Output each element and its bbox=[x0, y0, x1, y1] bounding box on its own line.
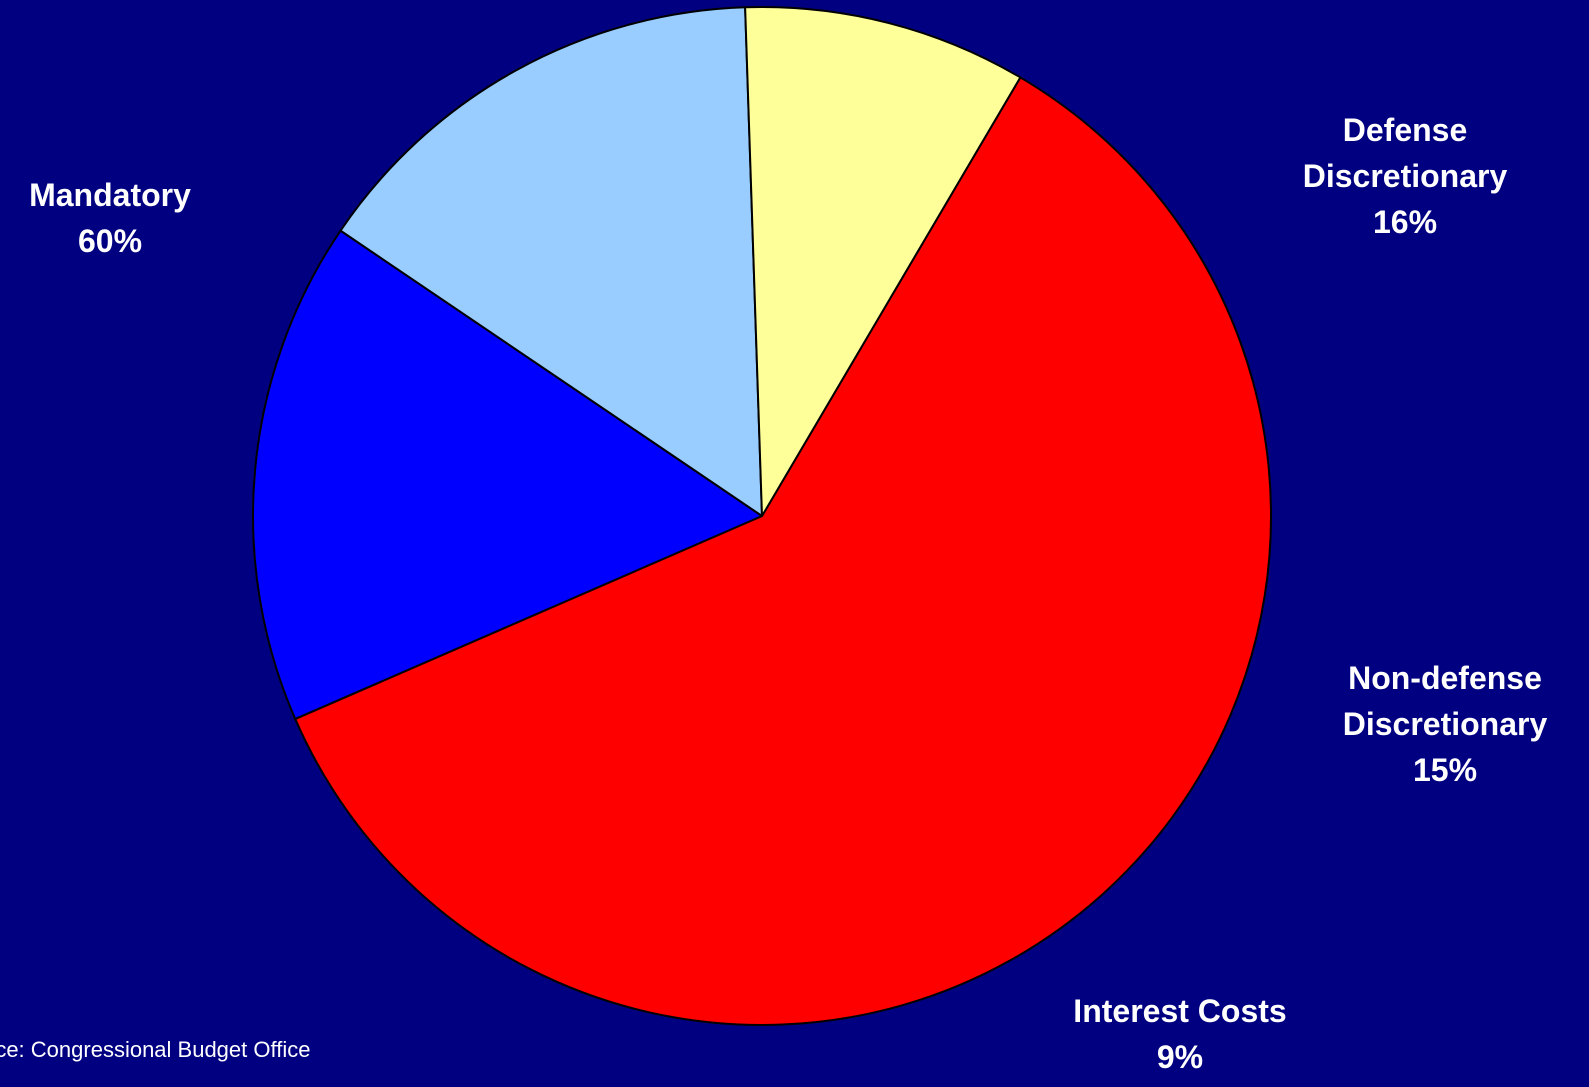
label-defense-discretionary: Defense Discretionary 16% bbox=[1265, 107, 1545, 245]
label-nondefense-name-line2: Discretionary bbox=[1342, 706, 1548, 742]
label-interest-name: Interest Costs bbox=[1073, 993, 1287, 1029]
label-nondefense-discretionary: Non-defense Discretionary 15% bbox=[1315, 655, 1575, 793]
label-defense-name-line2: Discretionary bbox=[1302, 158, 1508, 194]
label-nondefense-value: 15% bbox=[1412, 752, 1478, 788]
label-interest-costs: Interest Costs 9% bbox=[1040, 988, 1320, 1080]
label-defense-value: 16% bbox=[1372, 204, 1438, 240]
source-text: rce: Congressional Budget Office bbox=[0, 1037, 311, 1062]
slice-defense-discretionary bbox=[252, 229, 763, 720]
label-nondefense-name-line1: Non-defense bbox=[1348, 660, 1542, 696]
source-note: rce: Congressional Budget Office bbox=[0, 1036, 420, 1064]
slice-interest-costs bbox=[744, 6, 1022, 517]
slice-mandatory bbox=[294, 76, 1272, 1026]
slice-nondefense-discretionary bbox=[339, 6, 763, 517]
label-defense-name-line1: Defense bbox=[1342, 112, 1468, 148]
label-interest-value: 9% bbox=[1156, 1039, 1204, 1075]
label-mandatory: Mandatory 60% bbox=[10, 172, 210, 264]
label-mandatory-name: Mandatory bbox=[29, 177, 191, 213]
label-mandatory-value: 60% bbox=[77, 223, 143, 259]
